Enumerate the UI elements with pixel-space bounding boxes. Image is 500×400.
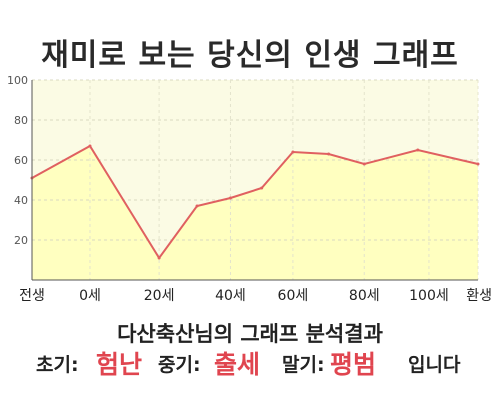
y-tick-label: 40 — [14, 194, 28, 207]
x-tick-label: 100세 — [409, 288, 449, 304]
data-point — [416, 148, 420, 152]
data-point — [88, 144, 92, 148]
page-title: 재미로 보는 당신의 인생 그래프 — [41, 38, 459, 73]
y-tick-label: 60 — [14, 154, 28, 167]
data-point — [327, 152, 331, 156]
data-point — [362, 162, 366, 166]
x-tick-label: 전생 — [19, 288, 45, 304]
early-label: 초기: — [36, 354, 79, 376]
x-tick-label: 40세 — [215, 288, 246, 304]
late-value: 평범 — [330, 350, 377, 379]
y-tick-label: 20 — [14, 234, 28, 247]
data-point — [260, 186, 264, 190]
data-point — [291, 150, 295, 154]
data-point — [476, 162, 480, 166]
x-tick-label: 환생 — [466, 288, 492, 304]
y-tick-label: 80 — [14, 114, 28, 127]
x-tick-label: 80세 — [349, 288, 380, 304]
analysis-subtitle: 다산축산님의 그래프 분석결과 — [117, 322, 383, 346]
analysis-summary: 초기: 험난 중기: 출세 말기: 평범 입니다 — [0, 350, 500, 380]
early-value: 험난 — [96, 350, 143, 379]
area-fill — [32, 146, 478, 280]
x-tick-label: 20세 — [144, 288, 175, 304]
summary-ending: 입니다 — [408, 354, 461, 376]
data-point — [228, 196, 232, 200]
y-tick-label: 100 — [7, 74, 28, 87]
data-point — [195, 204, 199, 208]
x-tick-label: 60세 — [278, 288, 309, 304]
mid-label: 중기: — [158, 354, 201, 376]
x-tick-label: 0세 — [79, 288, 101, 304]
mid-value: 출세 — [214, 350, 261, 379]
late-label: 말기: — [282, 354, 325, 376]
data-point — [157, 256, 161, 260]
